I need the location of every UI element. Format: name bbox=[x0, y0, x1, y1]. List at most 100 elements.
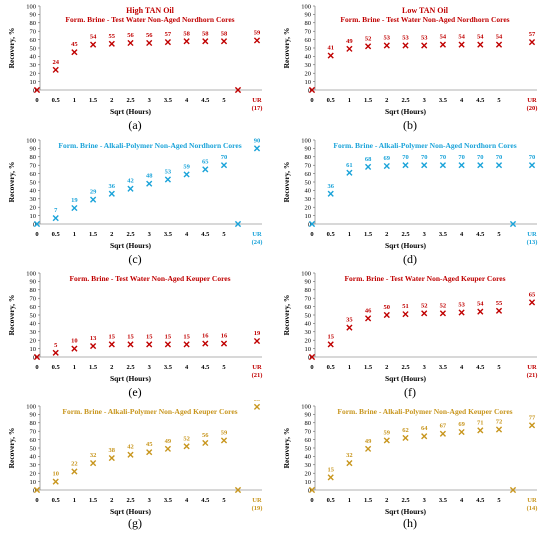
data-point bbox=[220, 38, 228, 45]
data-label: 70 bbox=[477, 154, 484, 161]
y-tick-label: 10 bbox=[30, 346, 37, 353]
data-point bbox=[477, 308, 484, 315]
y-tick-label: 0 bbox=[33, 87, 36, 94]
data-label: 19 bbox=[254, 330, 261, 337]
y-tick-label: 100 bbox=[26, 270, 36, 277]
data-point bbox=[308, 86, 316, 94]
chart-subtitle: Form. Brine - Alkali-Polymer Non-Aged Ke… bbox=[337, 407, 512, 416]
y-tick-label: 60 bbox=[305, 437, 312, 444]
data-point bbox=[52, 66, 59, 73]
x-tick-label: 5 bbox=[222, 364, 226, 371]
data-point bbox=[421, 162, 428, 169]
y-tick-label: 100 bbox=[26, 403, 36, 410]
x-tick-label: 0 bbox=[310, 364, 313, 371]
data-point bbox=[477, 41, 484, 48]
data-label: 70 bbox=[402, 154, 409, 161]
data-point bbox=[327, 474, 334, 481]
x-tick-label: 4.5 bbox=[476, 231, 485, 238]
x-tick-label: 3 bbox=[423, 97, 427, 104]
data-point bbox=[127, 341, 134, 348]
data-label: 54 bbox=[90, 34, 97, 41]
y-tick-label: 10 bbox=[30, 479, 37, 486]
data-point bbox=[127, 185, 134, 192]
y-axis-title: Recovery, % bbox=[282, 162, 291, 203]
x-tick-label: 4 bbox=[460, 364, 464, 371]
data-point bbox=[183, 38, 190, 45]
x-tick-label: 3 bbox=[148, 97, 152, 104]
data-point bbox=[164, 39, 171, 46]
x-tick-label: 4.5 bbox=[476, 97, 485, 104]
data-label: 51 bbox=[402, 303, 409, 310]
y-tick-label: 60 bbox=[305, 304, 312, 311]
x-tick-label: 2 bbox=[110, 231, 113, 238]
data-point bbox=[402, 162, 409, 169]
data-label: 45 bbox=[146, 441, 153, 448]
data-point bbox=[71, 204, 78, 212]
chart-subtitle: Form. Brine - Test Water Non-Aged Keuper… bbox=[69, 274, 230, 283]
y-tick-label: 20 bbox=[305, 205, 312, 212]
data-label: 35 bbox=[346, 317, 353, 324]
y-tick-label: 20 bbox=[30, 471, 37, 478]
data-point bbox=[421, 42, 428, 49]
ur-days-label: (14) bbox=[527, 505, 538, 512]
x-tick-label: 0 bbox=[35, 231, 38, 238]
data-point bbox=[90, 342, 97, 350]
data-point bbox=[108, 454, 115, 462]
chart-title: Low TAN Oil bbox=[402, 6, 449, 15]
y-tick-label: 80 bbox=[305, 20, 312, 27]
x-tick-label: 4 bbox=[185, 364, 189, 371]
x-tick-label: 2.5 bbox=[126, 97, 135, 104]
data-label: 58 bbox=[221, 30, 228, 37]
data-label: 49 bbox=[346, 38, 353, 45]
ur-label: UR bbox=[252, 97, 262, 104]
y-tick-label: 100 bbox=[26, 3, 36, 10]
data-label: 24 bbox=[52, 59, 59, 66]
ur-point bbox=[528, 299, 536, 306]
data-label: 15 bbox=[327, 333, 334, 340]
x-axis-title: Sqrt (Hours) bbox=[385, 507, 427, 516]
x-tick-label: 5 bbox=[497, 497, 501, 504]
x-tick-label: 4.5 bbox=[201, 97, 210, 104]
y-tick-label: 70 bbox=[305, 296, 312, 303]
ur-days-label: (17) bbox=[252, 105, 263, 112]
data-label: 54 bbox=[477, 34, 484, 41]
y-tick-label: 80 bbox=[305, 287, 312, 294]
ur-days-label: (13) bbox=[527, 239, 538, 246]
data-point bbox=[421, 310, 428, 317]
x-axis-title: Sqrt (Hours) bbox=[110, 107, 152, 116]
data-label: 54 bbox=[496, 34, 503, 41]
y-tick-label: 90 bbox=[305, 412, 312, 419]
y-tick-label: 10 bbox=[305, 213, 312, 220]
data-label: 59 bbox=[254, 29, 261, 36]
data-point bbox=[90, 41, 97, 48]
y-tick-label: 100 bbox=[301, 3, 311, 10]
data-label: 54 bbox=[440, 34, 447, 41]
data-label: 65 bbox=[202, 158, 209, 165]
y-tick-label: 80 bbox=[30, 154, 37, 161]
x-tick-label: 2.5 bbox=[401, 97, 410, 104]
y-tick-label: 40 bbox=[305, 54, 312, 61]
data-label: 42 bbox=[127, 178, 134, 185]
data-point bbox=[458, 41, 465, 48]
x-tick-label: 2.5 bbox=[401, 231, 410, 238]
ur-label: UR bbox=[527, 97, 537, 104]
y-tick-label: 50 bbox=[305, 445, 312, 452]
data-label: 16 bbox=[202, 333, 209, 340]
y-tick-label: 0 bbox=[33, 221, 36, 228]
x-tick-label: 1.5 bbox=[364, 231, 373, 238]
y-tick-label: 50 bbox=[305, 45, 312, 52]
x-tick-label: 4 bbox=[460, 497, 464, 504]
data-label: 46 bbox=[365, 307, 372, 314]
data-label: 90 bbox=[254, 137, 261, 144]
data-label: 56 bbox=[127, 32, 134, 39]
x-tick-label: 2.5 bbox=[401, 497, 410, 504]
data-point bbox=[365, 163, 372, 170]
data-label: 50 bbox=[384, 304, 391, 311]
chart-subtitle: Form. Brine - Alkali-Polymer Non-Aged No… bbox=[58, 141, 241, 150]
panel-letter-a: (a) bbox=[128, 118, 142, 132]
data-label: 52 bbox=[183, 435, 190, 442]
